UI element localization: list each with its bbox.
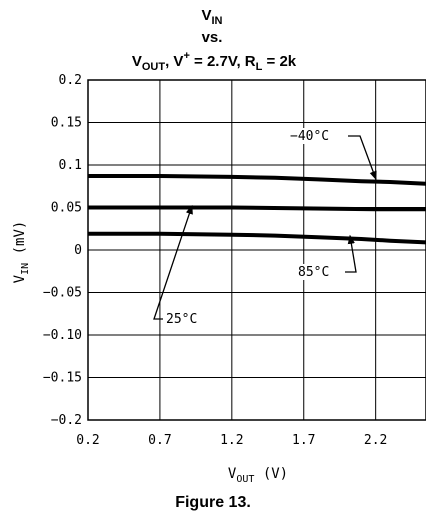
plot-frame bbox=[87, 79, 426, 421]
title-line-2: vs. bbox=[202, 29, 223, 46]
y-axis-label: VIN (mV) bbox=[12, 221, 31, 284]
series-line-85c bbox=[88, 231, 426, 245]
arrow-25c bbox=[153, 204, 193, 320]
y-tick-label: 0.2 bbox=[59, 73, 82, 88]
label-85c: 85°C bbox=[298, 265, 329, 280]
y-tick-label: −0.15 bbox=[43, 371, 82, 386]
y-tick-label: −0.2 bbox=[51, 413, 82, 428]
series-annotations: −40°C 25°C 85°C bbox=[153, 128, 377, 327]
chart-title: VIN vs. VOUT, V+ = 2.7V, RL = 2k bbox=[132, 7, 297, 73]
x-tick-label: 1.2 bbox=[220, 433, 243, 448]
y-tick-label: −0.10 bbox=[43, 328, 82, 343]
axis-labels: VOUT (V) VIN (mV) bbox=[12, 221, 288, 485]
arrow-minus40c bbox=[348, 135, 377, 181]
label-85c-bg bbox=[296, 264, 346, 280]
label-minus40c: −40°C bbox=[290, 129, 329, 144]
x-axis-label: VOUT (V) bbox=[228, 466, 288, 485]
arrow-85c bbox=[345, 234, 357, 273]
label-25c-bg bbox=[164, 311, 214, 327]
label-minus40c-bg bbox=[288, 128, 348, 144]
series-line-25c bbox=[88, 205, 426, 212]
title-line-1: VIN bbox=[201, 7, 222, 27]
x-tick-label: 2.2 bbox=[364, 433, 387, 448]
y-tick-label: −0.05 bbox=[43, 286, 82, 301]
x-tick-label: 0.2 bbox=[76, 433, 99, 448]
y-tick-label: 0.15 bbox=[51, 116, 82, 131]
grid bbox=[87, 79, 426, 421]
x-tick-label: 0.7 bbox=[148, 433, 171, 448]
y-tick-label: 0.1 bbox=[59, 158, 82, 173]
series-line-40c bbox=[88, 174, 426, 186]
x-tick-label: 1.7 bbox=[292, 433, 315, 448]
series-lines bbox=[88, 174, 426, 245]
y-tick-label: 0.05 bbox=[51, 201, 82, 216]
y-tick-label: 0 bbox=[74, 243, 82, 258]
x-tick-labels: 0.2 0.7 1.2 1.7 2.2 bbox=[76, 433, 387, 448]
figure-caption: Figure 13. bbox=[175, 494, 251, 511]
label-25c: 25°C bbox=[166, 312, 197, 327]
y-tick-labels: 0.2 0.15 0.1 0.05 0 −0.05 −0.10 −0.15 −0.2 bbox=[43, 73, 82, 428]
title-line-3: VOUT, V+ = 2.7V, RL = 2k bbox=[132, 50, 297, 73]
